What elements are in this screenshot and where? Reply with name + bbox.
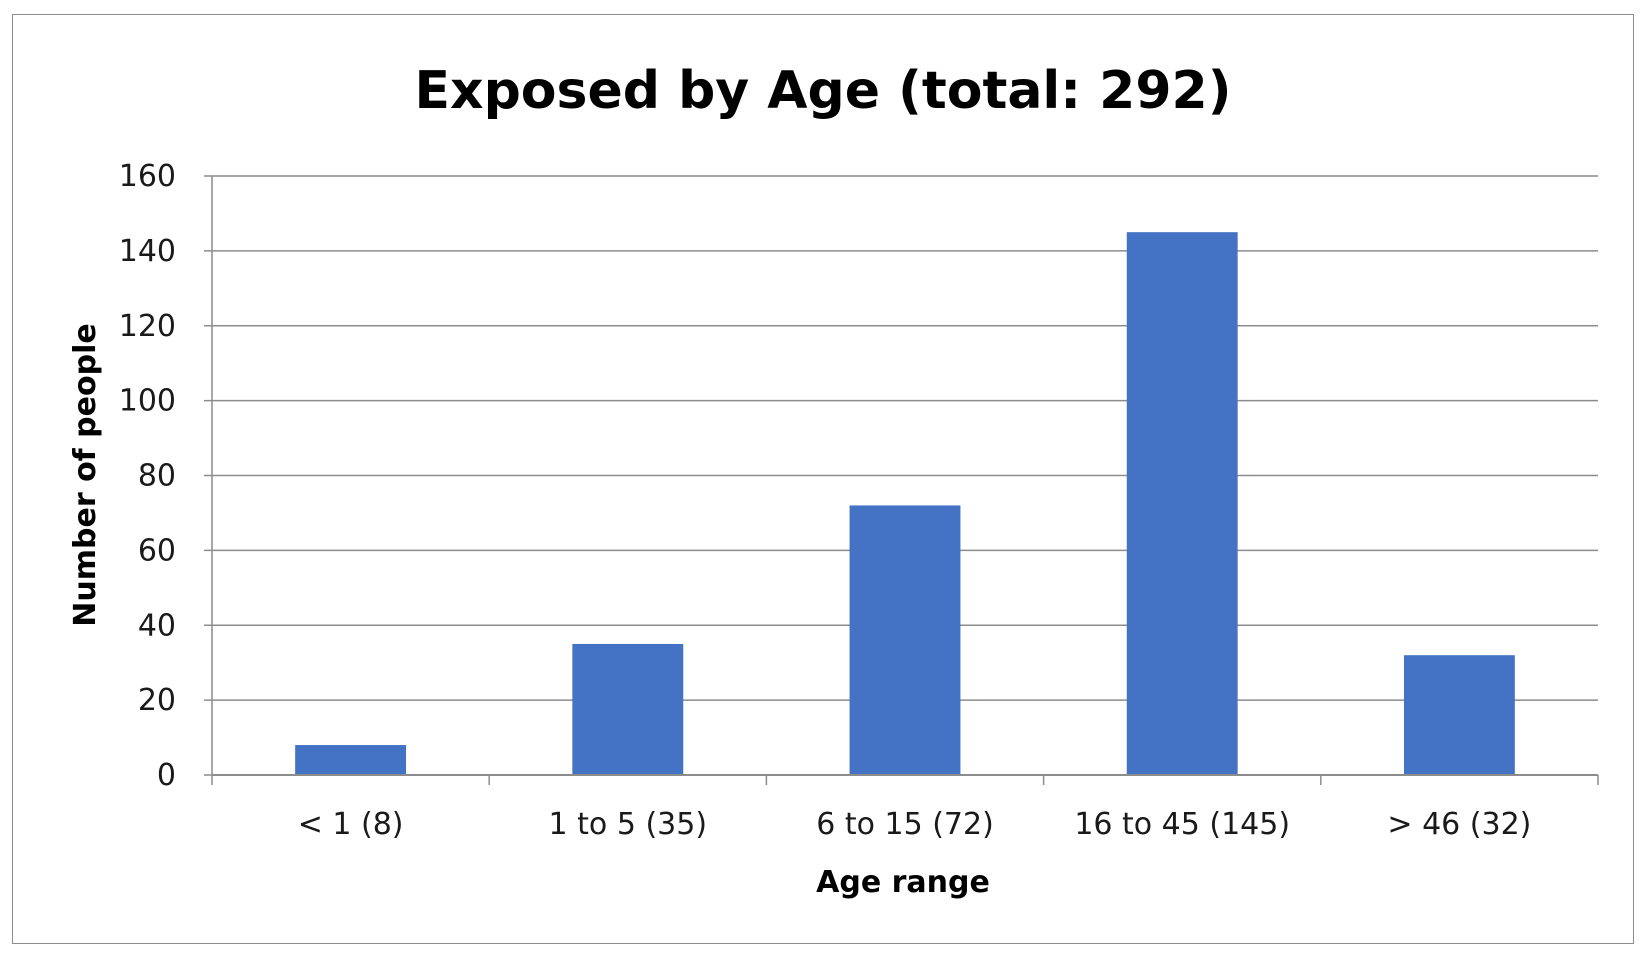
y-tick-label: 160 [119,159,176,194]
y-tick-label: 0 [157,758,176,793]
bar [572,643,684,775]
y-tick-label: 140 [119,234,176,269]
x-axis-title: Age range [816,865,990,900]
y-tick-label: 40 [138,608,176,643]
chart-frame [12,14,1634,944]
bar [295,745,407,775]
bar [849,505,961,775]
x-tick-label: 16 to 45 (145) [1074,807,1290,842]
bar [1403,655,1515,775]
y-tick-label: 80 [138,459,176,494]
gridlines [212,175,1598,701]
y-tick-label: 100 [119,384,176,419]
y-tick-label: 120 [119,309,176,344]
x-tick-label: 1 to 5 (35) [549,807,707,842]
bar [1126,232,1238,775]
y-tick-label: 60 [138,533,176,568]
x-tick-label: 6 to 15 (72) [816,807,994,842]
x-tick-labels: < 1 (8) 1 to 5 (35) 6 to 15 (72) 16 to 45 (… [298,807,1532,842]
bars [295,232,1515,775]
y-axis-title: Number of people [68,323,103,626]
chart-title: Exposed by Age (total: 292) [415,61,1232,121]
x-tick-label: > 46 (32) [1387,807,1531,842]
axes [204,175,1599,785]
x-tick-label: < 1 (8) [298,807,404,842]
y-tick-labels: 0 20 40 60 80 100 120 140 160 [119,159,176,793]
y-tick-label: 20 [138,683,176,718]
